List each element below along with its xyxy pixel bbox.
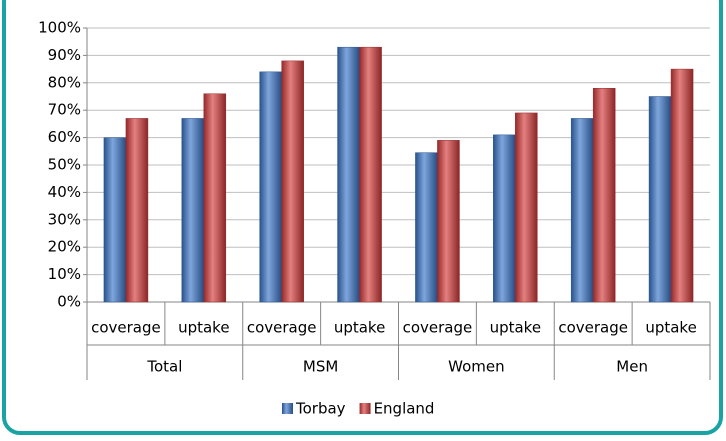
bar [592, 88, 616, 303]
x-tick-label: coverage [558, 319, 628, 337]
bar [415, 152, 438, 303]
y-tick-label: 20% [48, 238, 81, 256]
x-tick-label: uptake [334, 319, 385, 337]
legend-swatch [282, 403, 293, 414]
bar [281, 60, 304, 303]
group-label: Men [616, 358, 648, 376]
bar [670, 68, 694, 303]
bar [337, 46, 360, 303]
bar [259, 71, 282, 303]
x-tick-label: uptake [178, 319, 229, 337]
y-tick-label: 30% [48, 210, 81, 228]
legend-label: England [374, 400, 435, 418]
y-tick-label: 40% [48, 183, 81, 201]
bar [570, 118, 594, 303]
bar [648, 96, 672, 303]
y-tick-label: 90% [48, 46, 81, 64]
y-tick-label: 100% [38, 19, 81, 37]
group-label: Women [448, 358, 504, 376]
bar [437, 140, 460, 303]
bar [103, 137, 127, 303]
y-tick-label: 0% [57, 293, 81, 311]
bar [125, 118, 149, 303]
x-tick-label: coverage [91, 319, 161, 337]
bar [359, 46, 382, 303]
y-tick-label: 60% [48, 128, 81, 146]
bar [181, 118, 205, 303]
y-tick-label: 10% [48, 265, 81, 283]
bar [493, 134, 516, 303]
x-tick-label: uptake [645, 319, 696, 337]
x-tick-label: coverage [403, 319, 473, 337]
x-tick-label: uptake [490, 319, 541, 337]
legend-label: Torbay [295, 400, 346, 418]
group-label: Total [146, 358, 182, 376]
y-tick-label: 50% [48, 156, 81, 174]
bar [203, 93, 227, 303]
group-label: MSM [303, 358, 338, 376]
y-tick-label: 80% [48, 73, 81, 91]
x-tick-label: coverage [247, 319, 317, 337]
y-tick-label: 70% [48, 101, 81, 119]
bar [515, 112, 538, 303]
legend-swatch [359, 403, 371, 414]
